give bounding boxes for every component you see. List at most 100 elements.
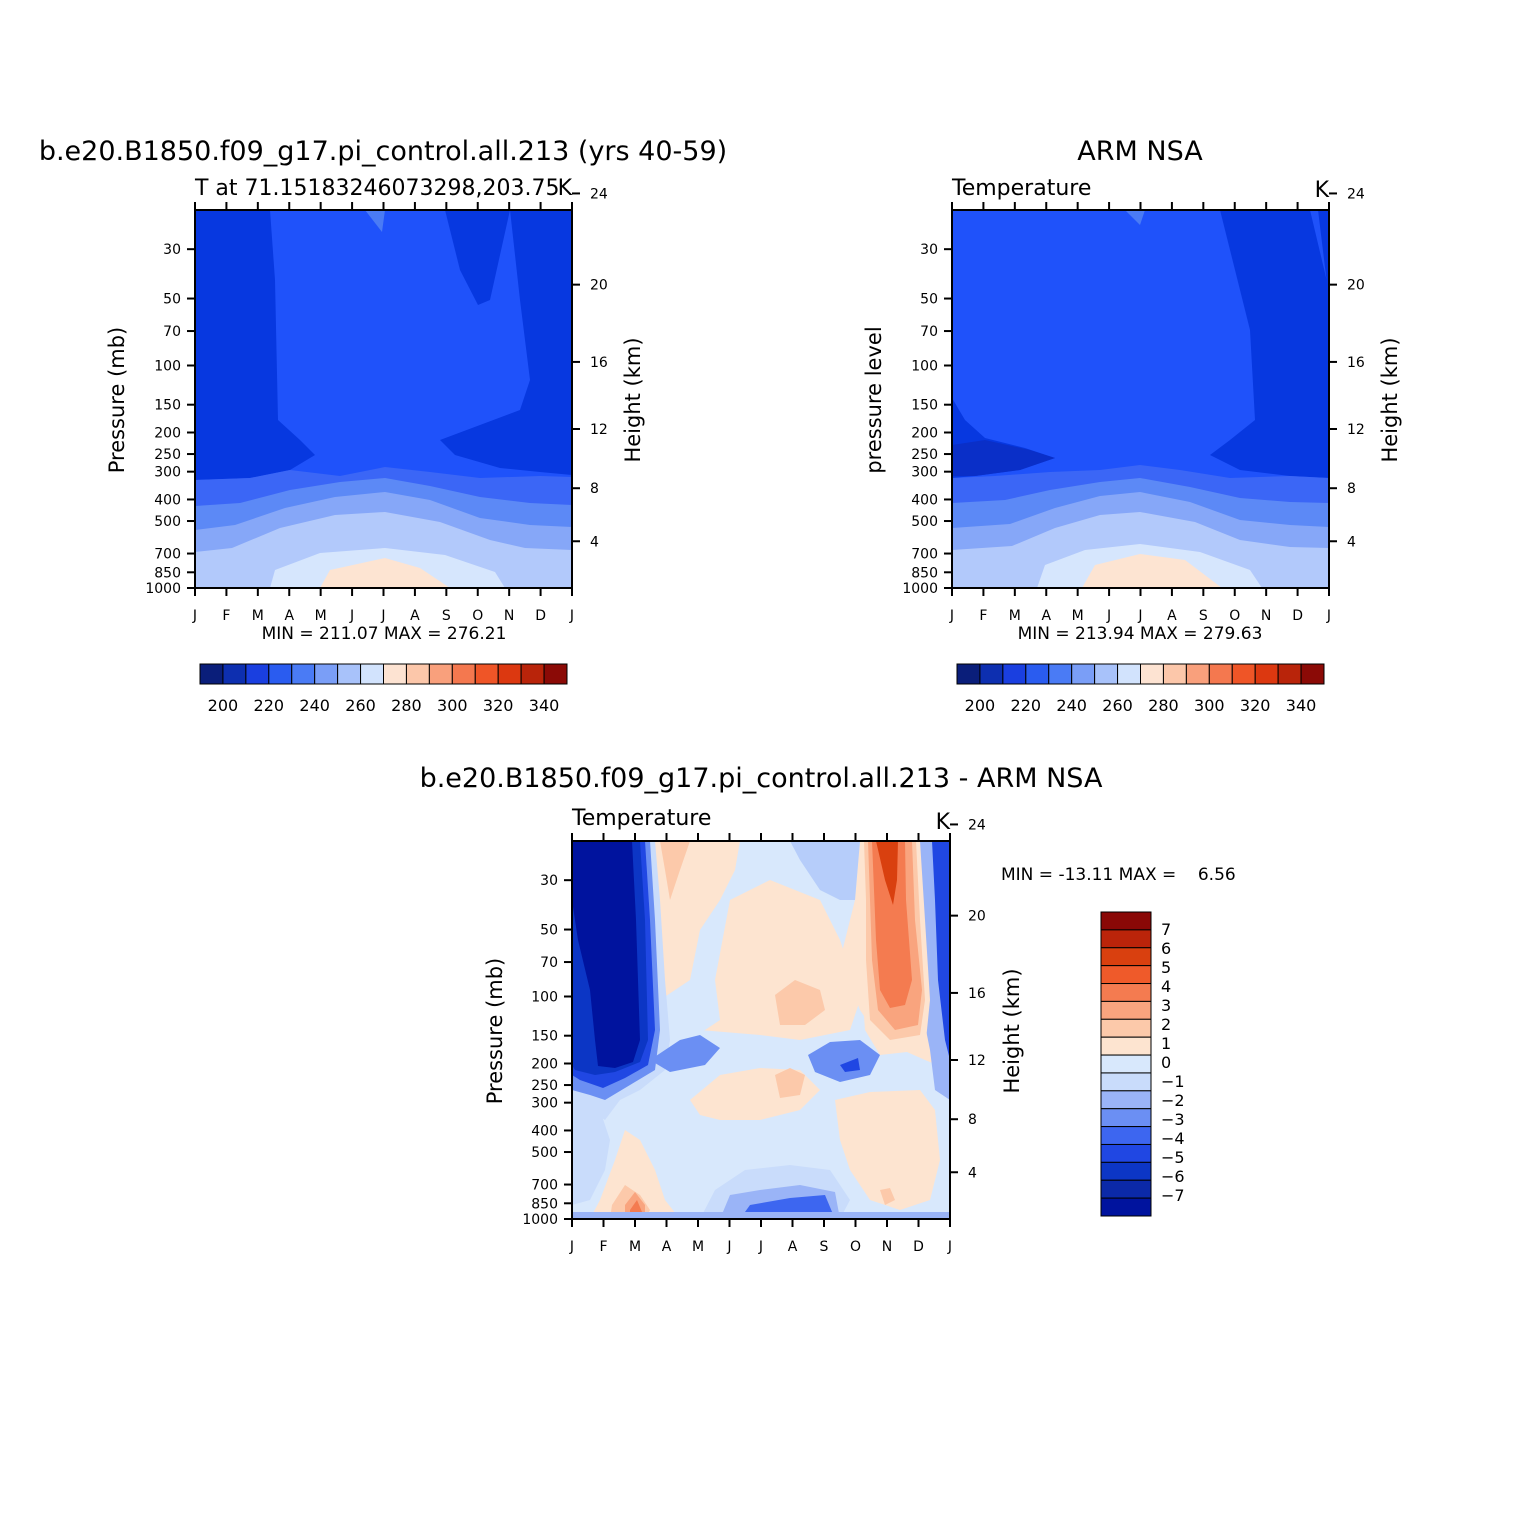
- contour-band-275: [320, 558, 450, 588]
- y-tick-label: 300: [154, 465, 181, 481]
- panel-model-contours: [195, 210, 572, 588]
- colorbar-label: 3: [1161, 996, 1171, 1015]
- panel-model-axes: J F M A M J J A S O N D J 30 50 70 100 150 200 250 300 400 500…: [145, 186, 608, 624]
- contour-band-peak: [365, 210, 385, 232]
- y-tick-label: 500: [911, 514, 938, 530]
- y-tick-right-label: 20: [968, 909, 986, 925]
- colorbar-swatch: [1100, 1126, 1152, 1145]
- panel-diff-subtitle: Temperature: [571, 806, 711, 831]
- x-tick-label: A: [662, 1239, 672, 1255]
- colorbar-swatch: [1117, 663, 1141, 685]
- y-tick-label: 400: [531, 1123, 558, 1139]
- colorbar-label: 240: [299, 696, 330, 715]
- contour-pos-oct-lower: [835, 1090, 940, 1210]
- contour-neg-jan-core: [572, 841, 640, 1068]
- x-tick-label: J: [1106, 608, 1111, 624]
- colorbar-swatch: [1100, 947, 1152, 967]
- colorbar-swatch: [405, 663, 430, 685]
- y-tick-label: 70: [540, 955, 558, 971]
- y-tick-right-label: 16: [968, 986, 986, 1002]
- colorbar-swatch: [956, 663, 981, 685]
- x-tick-label: F: [222, 608, 230, 624]
- y-tick-label: 700: [531, 1178, 558, 1194]
- y-tick-label: 30: [163, 242, 181, 258]
- x-tick-label: J: [192, 608, 197, 624]
- colorbar-swatch: [1100, 1197, 1152, 1217]
- x-tick-label: D: [1292, 608, 1303, 624]
- panel-diff-ylabel: Pressure (mb): [483, 958, 507, 1105]
- panel-diff: b.e20.B1850.f09_g17.pi_control.all.213 -…: [420, 763, 1236, 1255]
- x-tick-label: A: [284, 608, 294, 624]
- y-tick-label: 70: [163, 324, 181, 340]
- colorbar-label: −2: [1161, 1091, 1185, 1110]
- y-tick-label: 150: [911, 398, 938, 414]
- panel-model-minmax: MIN = 211.07 MAX = 276.21: [262, 624, 507, 644]
- y-tick-right-label: 8: [1347, 481, 1356, 497]
- colorbar-label: 260: [345, 696, 376, 715]
- y-tick-right-label: 8: [968, 1112, 977, 1128]
- y-tick-right-label: 24: [968, 817, 986, 833]
- colorbar-swatch: [1025, 663, 1050, 685]
- colorbar-swatch: [1100, 1000, 1152, 1020]
- y-tick-label: 100: [531, 990, 558, 1006]
- colorbar-swatch: [1100, 1179, 1152, 1199]
- colorbar-swatch: [1140, 663, 1164, 685]
- colorbar-label: 320: [1240, 696, 1271, 715]
- colorbar-swatch: [1100, 1054, 1152, 1074]
- x-tick-label: S: [442, 608, 451, 624]
- colorbar-label: 280: [391, 696, 422, 715]
- y-tick-label: 850: [531, 1196, 558, 1212]
- x-tick-label: O: [850, 1239, 861, 1255]
- contour-neg-sep-mid: [808, 1040, 880, 1082]
- y-tick-label: 500: [531, 1145, 558, 1161]
- colorbar-swatch: [314, 663, 339, 685]
- colorbar-swatch: [1094, 663, 1119, 685]
- y-tick-label: 400: [154, 492, 181, 508]
- y-tick-label: 50: [920, 292, 938, 308]
- colorbar-label: 260: [1102, 696, 1133, 715]
- colorbar-label: 340: [529, 696, 560, 715]
- x-tick-label: A: [410, 608, 420, 624]
- y-tick-label: 200: [154, 425, 181, 441]
- colorbar-swatch: [1100, 1090, 1152, 1110]
- panel-diff-axes: J F M A M J J A S O N D J 30 50 70 100 150 200 250 300 400 500…: [522, 817, 986, 1255]
- colorbar-swatch: [1185, 663, 1210, 685]
- contour-neg-base: [572, 1212, 950, 1219]
- x-tick-label: M: [252, 608, 264, 624]
- panel-model-units: K: [558, 176, 573, 201]
- colorbar-label: −1: [1161, 1072, 1185, 1091]
- panel-obs-ylabel-right: Height (km): [1378, 337, 1402, 462]
- y-tick-label: 1000: [145, 581, 181, 597]
- colorbar-swatch: [1100, 1143, 1152, 1163]
- contour-pos-jul-core: [775, 1068, 805, 1098]
- colorbar-swatch: [979, 663, 1004, 685]
- colorbar-swatch: [337, 663, 362, 685]
- colorbar-swatch: [543, 663, 568, 685]
- panel-model-ylabel: Pressure (mb): [105, 327, 129, 474]
- x-tick-label: J: [949, 608, 954, 624]
- x-tick-label: F: [599, 1239, 607, 1255]
- colorbar-label: 220: [1011, 696, 1042, 715]
- y-tick-right-label: 20: [590, 278, 608, 294]
- panel-obs-colorbar: 200 220 240 260 280 300 320 340: [956, 663, 1325, 715]
- y-tick-label: 70: [920, 324, 938, 340]
- colorbar-swatch: [291, 663, 316, 685]
- y-tick-label: 300: [911, 465, 938, 481]
- panel-obs-ylabel: pressure level: [862, 326, 886, 473]
- x-tick-label: M: [692, 1239, 704, 1255]
- x-tick-label: O: [1229, 608, 1240, 624]
- x-tick-label: A: [1041, 608, 1051, 624]
- panel-model-subtitle: T at 71.15183246073298,203.75: [194, 176, 559, 201]
- panel-obs-title: ARM NSA: [1077, 136, 1203, 167]
- colorbar-label: 320: [483, 696, 514, 715]
- panel-model-colorbar: 200 220 240 260 280 300 320 340: [199, 663, 568, 715]
- x-tick-label: N: [1261, 608, 1271, 624]
- y-tick-label: 200: [531, 1056, 558, 1072]
- y-tick-label: 200: [911, 425, 938, 441]
- y-tick-right-label: 12: [1347, 422, 1365, 438]
- contour-band-275: [1082, 554, 1222, 588]
- contour-band-cold-left: [195, 210, 315, 480]
- y-tick-right-label: 16: [590, 355, 608, 371]
- colorbar-swatch: [222, 663, 247, 685]
